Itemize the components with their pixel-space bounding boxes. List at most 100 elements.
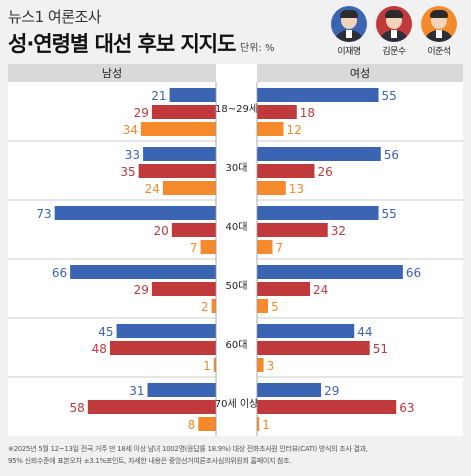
bar-female: [257, 88, 379, 102]
data-label-male: 58: [70, 401, 85, 415]
bar-male: [109, 341, 216, 355]
lee-jaemyung-avatar: [331, 6, 367, 42]
bar-female: [257, 383, 322, 397]
bar-male: [200, 240, 216, 254]
bar-male: [70, 265, 216, 279]
bar-male: [162, 181, 216, 195]
female-header-bg: [257, 64, 463, 82]
source-label: 뉴스1 여론조사: [8, 8, 102, 26]
data-label-female: 3: [267, 359, 275, 373]
bar-male: [213, 358, 216, 372]
bar-male: [171, 223, 216, 237]
data-label-male: 21: [151, 89, 166, 103]
footnote: ※2025년 5월 12~13일 전국 거주 만 18세 이상 남녀 1002명…: [8, 443, 468, 467]
data-label-male: 31: [129, 384, 144, 398]
category-label: 60대: [226, 339, 248, 351]
data-label-male: 24: [145, 182, 160, 196]
data-label-female: 5: [271, 300, 279, 314]
data-label-male: 73: [36, 207, 51, 221]
data-label-male: 8: [188, 418, 196, 432]
data-label-male: 29: [134, 283, 149, 297]
bar-male: [211, 299, 216, 313]
bar-male: [151, 282, 216, 296]
bar-female: [257, 417, 260, 431]
data-label-female: 18: [300, 106, 315, 120]
bar-female: [257, 105, 297, 119]
header: 뉴스1 여론조사 성·연령별 대선 후보 지지도 단위: % 이재명 김문수 이…: [0, 0, 471, 62]
data-label-female: 26: [317, 165, 332, 179]
candidate-kim-moonsoo: 김문수: [372, 6, 416, 57]
bar-female: [257, 181, 286, 195]
category-label: 40대: [226, 221, 248, 233]
bar-female: [257, 223, 328, 237]
data-label-female: 1: [262, 418, 270, 432]
unit-label: 단위: %: [240, 43, 275, 54]
data-label-male: 34: [123, 123, 138, 137]
category-label: 50대: [226, 280, 248, 292]
data-label-female: 24: [313, 283, 328, 297]
data-label-male: 29: [134, 106, 149, 120]
data-label-female: 29: [324, 384, 339, 398]
category-label: 30대: [226, 162, 248, 174]
bar-female: [257, 282, 311, 296]
bar-male: [151, 105, 216, 119]
bar-female: [257, 164, 315, 178]
bar-male: [169, 88, 216, 102]
kim-moonsoo-avatar: [376, 6, 412, 42]
data-label-female: 51: [373, 342, 388, 356]
bar-male: [54, 206, 216, 220]
data-label-male: 48: [92, 342, 107, 356]
footnote-line-1: ※2025년 5월 12~13일 전국 거주 만 18세 이상 남녀 1002명…: [8, 445, 368, 453]
lee-junseok-avatar: [421, 6, 457, 42]
bar-female: [257, 324, 355, 338]
data-label-female: 7: [275, 241, 283, 255]
bar-female: [257, 240, 273, 254]
candidate-name: 이재명: [337, 47, 361, 57]
bar-female: [257, 206, 379, 220]
data-label-female: 66: [406, 266, 421, 280]
candidate-lee-jaemyung: 이재명: [327, 6, 371, 57]
bar-female: [257, 147, 381, 161]
data-label-male: 2: [201, 300, 209, 314]
data-label-male: 1: [203, 359, 211, 373]
bar-male: [140, 122, 216, 136]
bar-male: [198, 417, 216, 431]
bar-male: [87, 400, 216, 414]
bar-male: [138, 164, 216, 178]
data-label-female: 55: [382, 207, 397, 221]
chart-title: 성·연령별 대선 후보 지지도: [8, 32, 236, 56]
female-panel-label: 여성: [350, 67, 370, 80]
data-label-male: 7: [190, 241, 198, 255]
category-label: 70세 이상: [215, 398, 259, 410]
bar-female: [257, 400, 397, 414]
bar-female: [257, 299, 269, 313]
male-header-bg: [8, 64, 216, 82]
data-label-female: 12: [287, 123, 302, 137]
data-label-male: 33: [125, 148, 140, 162]
data-label-female: 13: [289, 182, 304, 196]
candidate-name: 김문수: [382, 47, 406, 57]
data-label-male: 45: [98, 325, 113, 339]
bar-female: [257, 358, 264, 372]
data-label-male: 35: [120, 165, 135, 179]
female-panel-bg: [257, 64, 463, 436]
footnote-line-2: 95% 신뢰수준에 표본오차 ±3.1%포인트, 자세한 내용은 중앙선거여론조…: [8, 457, 292, 465]
data-label-male: 20: [154, 224, 169, 238]
data-label-female: 56: [384, 148, 399, 162]
candidate-lee-junseok: 이준석: [417, 6, 461, 57]
bar-female: [257, 341, 370, 355]
bar-female: [257, 122, 284, 136]
data-label-female: 32: [331, 224, 346, 238]
data-label-female: 63: [399, 401, 414, 415]
data-label-female: 55: [382, 89, 397, 103]
bar-male: [116, 324, 216, 338]
candidate-name: 이준석: [427, 47, 451, 57]
male-panel-bg: [8, 64, 216, 436]
data-label-male: 66: [52, 266, 67, 280]
data-label-female: 44: [357, 325, 372, 339]
bar-male: [147, 383, 216, 397]
category-label: 18~29세: [215, 103, 258, 115]
center-column-bg: [216, 64, 257, 436]
bar-male: [143, 147, 216, 161]
